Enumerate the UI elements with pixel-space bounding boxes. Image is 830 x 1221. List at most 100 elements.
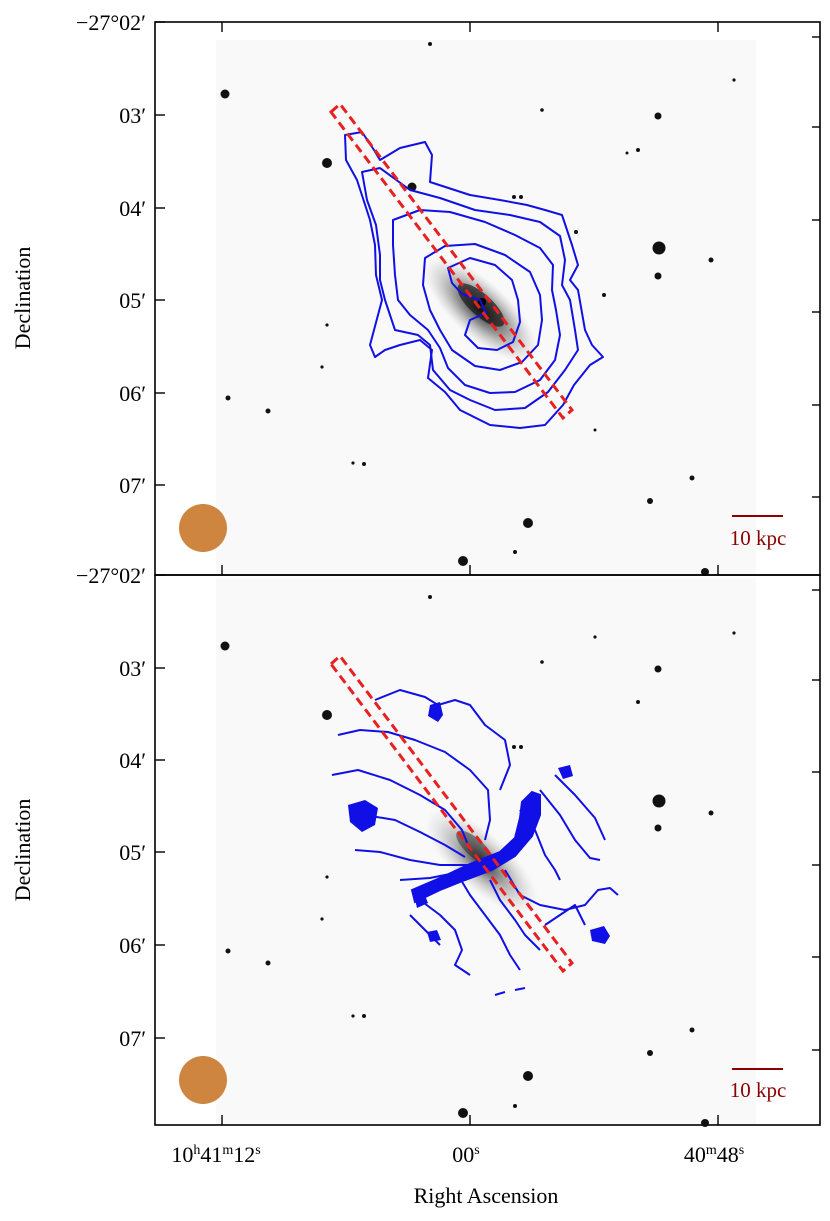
- bottom-stars: [220, 595, 736, 1127]
- star: [265, 408, 271, 414]
- star: [540, 108, 544, 112]
- contour-blob: [414, 893, 428, 908]
- star: [652, 241, 666, 255]
- contour-level-2: [337, 729, 491, 841]
- top-y-tick-labels: −27°02′ 03′ 04′ 05′ 06′ 07′: [76, 10, 146, 498]
- star: [625, 151, 629, 155]
- y-tick-label: 07′: [119, 1026, 146, 1051]
- star: [325, 323, 329, 327]
- y-tick-label: 07′: [119, 473, 146, 498]
- star: [322, 710, 332, 720]
- bottom-contours: [331, 689, 619, 996]
- star: [701, 1119, 709, 1127]
- star: [220, 641, 230, 651]
- star: [574, 230, 578, 234]
- star: [322, 158, 332, 168]
- star: [636, 148, 640, 152]
- star: [732, 631, 736, 635]
- contour-level-3: [331, 769, 471, 851]
- star: [732, 78, 736, 82]
- star: [540, 660, 544, 664]
- top-stars: [220, 42, 736, 576]
- star: [513, 550, 517, 554]
- star: [593, 635, 597, 639]
- star: [458, 556, 468, 566]
- y-tick-label: 06′: [119, 933, 146, 958]
- star: [325, 875, 329, 879]
- bottom-y-tick-labels: −27°02′ 03′ 04′ 05′ 06′ 07′: [76, 563, 146, 1051]
- star: [512, 195, 516, 199]
- contour-level-14: [544, 904, 586, 926]
- star: [351, 461, 355, 465]
- star: [513, 1104, 517, 1108]
- contour-blob: [427, 930, 441, 942]
- y-tick-label: 03′: [119, 103, 146, 128]
- contour-level-16: [494, 987, 526, 996]
- x-tick-labels: 10h41m12s 00s 40m48s: [171, 1142, 744, 1167]
- contour-level-12: [454, 869, 521, 971]
- x-tick-label-1: 00s: [452, 1142, 479, 1167]
- top-slit-rectangle: [328, 101, 575, 421]
- star: [593, 428, 597, 432]
- star: [708, 257, 714, 263]
- star: [523, 1071, 533, 1081]
- star: [458, 1108, 468, 1118]
- star: [320, 917, 324, 921]
- star: [351, 1014, 355, 1018]
- contour-level-1: [374, 689, 511, 791]
- contour-level-3: [392, 209, 561, 394]
- star: [654, 665, 662, 673]
- star: [647, 1050, 653, 1056]
- star: [708, 810, 714, 816]
- bottom-slit-rectangle: [328, 653, 575, 974]
- star: [428, 595, 432, 599]
- bottom-beam-circle: [179, 1056, 227, 1104]
- star: [602, 293, 606, 297]
- y-tick-label: −27°02′: [76, 563, 146, 588]
- y-tick-label: 04′: [119, 196, 146, 221]
- star: [701, 568, 709, 576]
- x-tick-label-0: 10h41m12s: [171, 1142, 260, 1167]
- contour-blob: [348, 800, 378, 832]
- contour-level-5: [354, 849, 468, 866]
- top-ylabel: Declination: [10, 247, 35, 350]
- contour-level-2: [361, 167, 579, 411]
- star: [647, 498, 653, 504]
- y-tick-label: 05′: [119, 288, 146, 313]
- star: [362, 462, 366, 466]
- y-tick-label: −27°02′: [76, 10, 146, 35]
- top-scalebar-label: 10 kpc: [730, 526, 787, 550]
- star: [652, 794, 666, 808]
- bottom-ticks: [155, 574, 820, 1125]
- star: [512, 745, 516, 749]
- star: [654, 112, 662, 120]
- star: [225, 948, 231, 954]
- bottom-ylabel: Declination: [10, 799, 35, 902]
- top-beam-circle: [179, 504, 227, 552]
- contour-level-9: [554, 774, 606, 841]
- y-tick-label: 05′: [119, 840, 146, 865]
- top-y-ticks: [155, 21, 820, 575]
- star: [225, 395, 231, 401]
- star: [362, 1014, 366, 1018]
- star: [636, 700, 640, 704]
- y-tick-label: 03′: [119, 656, 146, 681]
- top-panel: 10 kpc −27°02′ 03′ 04′: [10, 10, 821, 576]
- contour-level-4: [364, 814, 466, 858]
- contour-level-13: [419, 899, 471, 976]
- contour-blob: [428, 702, 443, 722]
- star: [689, 475, 695, 481]
- contour-level-10: [489, 879, 541, 951]
- star: [265, 960, 271, 966]
- xlabel: Right Ascension: [414, 1183, 559, 1208]
- x-tick-label-2: 40m48s: [684, 1142, 744, 1167]
- star: [519, 745, 523, 749]
- star: [428, 42, 432, 46]
- bottom-panel: 10 kpc −27°02′ 03′ 04′ 05′ 06′ 07′: [10, 563, 821, 1208]
- bottom-plot-frame: [154, 574, 821, 1126]
- contour-level-1: [344, 131, 604, 429]
- y-tick-label: 04′: [119, 748, 146, 773]
- star: [523, 518, 533, 528]
- contour-level-8: [539, 789, 601, 861]
